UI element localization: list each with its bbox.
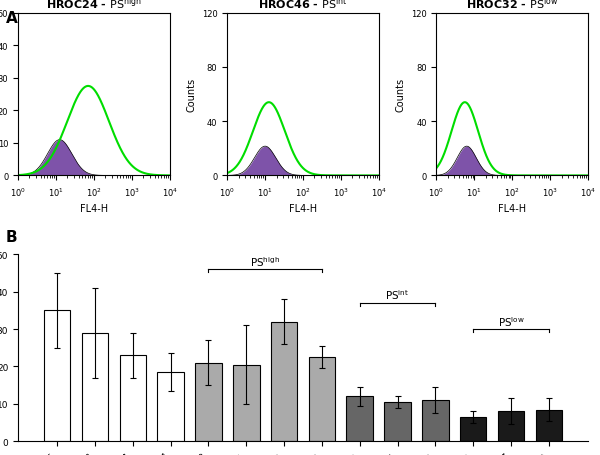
Bar <box>385 402 411 441</box>
X-axis label: FL4-H: FL4-H <box>289 204 317 214</box>
Bar <box>44 311 70 441</box>
Text: A: A <box>6 11 18 26</box>
Bar <box>271 322 298 441</box>
Y-axis label: Counts: Counts <box>395 78 406 112</box>
X-axis label: FL4-H: FL4-H <box>498 204 526 214</box>
Bar <box>119 355 146 441</box>
Bar <box>460 417 487 441</box>
Bar <box>157 372 184 441</box>
Bar <box>346 396 373 441</box>
Y-axis label: Counts: Counts <box>186 78 196 112</box>
Title: HROC24 - $\mathrm{PS}^{\mathrm{high}}$: HROC24 - $\mathrm{PS}^{\mathrm{high}}$ <box>46 0 142 11</box>
Bar <box>536 410 562 441</box>
Bar <box>233 365 260 441</box>
Title: HROC46 - $\mathrm{PS}^{\mathrm{int}}$: HROC46 - $\mathrm{PS}^{\mathrm{int}}$ <box>259 0 347 11</box>
Text: PS$^{\mathrm{int}}$: PS$^{\mathrm{int}}$ <box>385 288 410 302</box>
X-axis label: FL4-H: FL4-H <box>80 204 108 214</box>
Bar <box>422 400 449 441</box>
Bar <box>498 411 524 441</box>
Text: B: B <box>6 230 17 245</box>
Text: PS$^{\mathrm{low}}$: PS$^{\mathrm{low}}$ <box>497 314 524 328</box>
Bar <box>82 333 108 441</box>
Bar <box>308 357 335 441</box>
Bar <box>195 363 221 441</box>
Text: PS$^{\mathrm{high}}$: PS$^{\mathrm{high}}$ <box>250 254 280 268</box>
Title: HROC32 - $\mathrm{PS}^{\mathrm{low}}$: HROC32 - $\mathrm{PS}^{\mathrm{low}}$ <box>466 0 558 11</box>
